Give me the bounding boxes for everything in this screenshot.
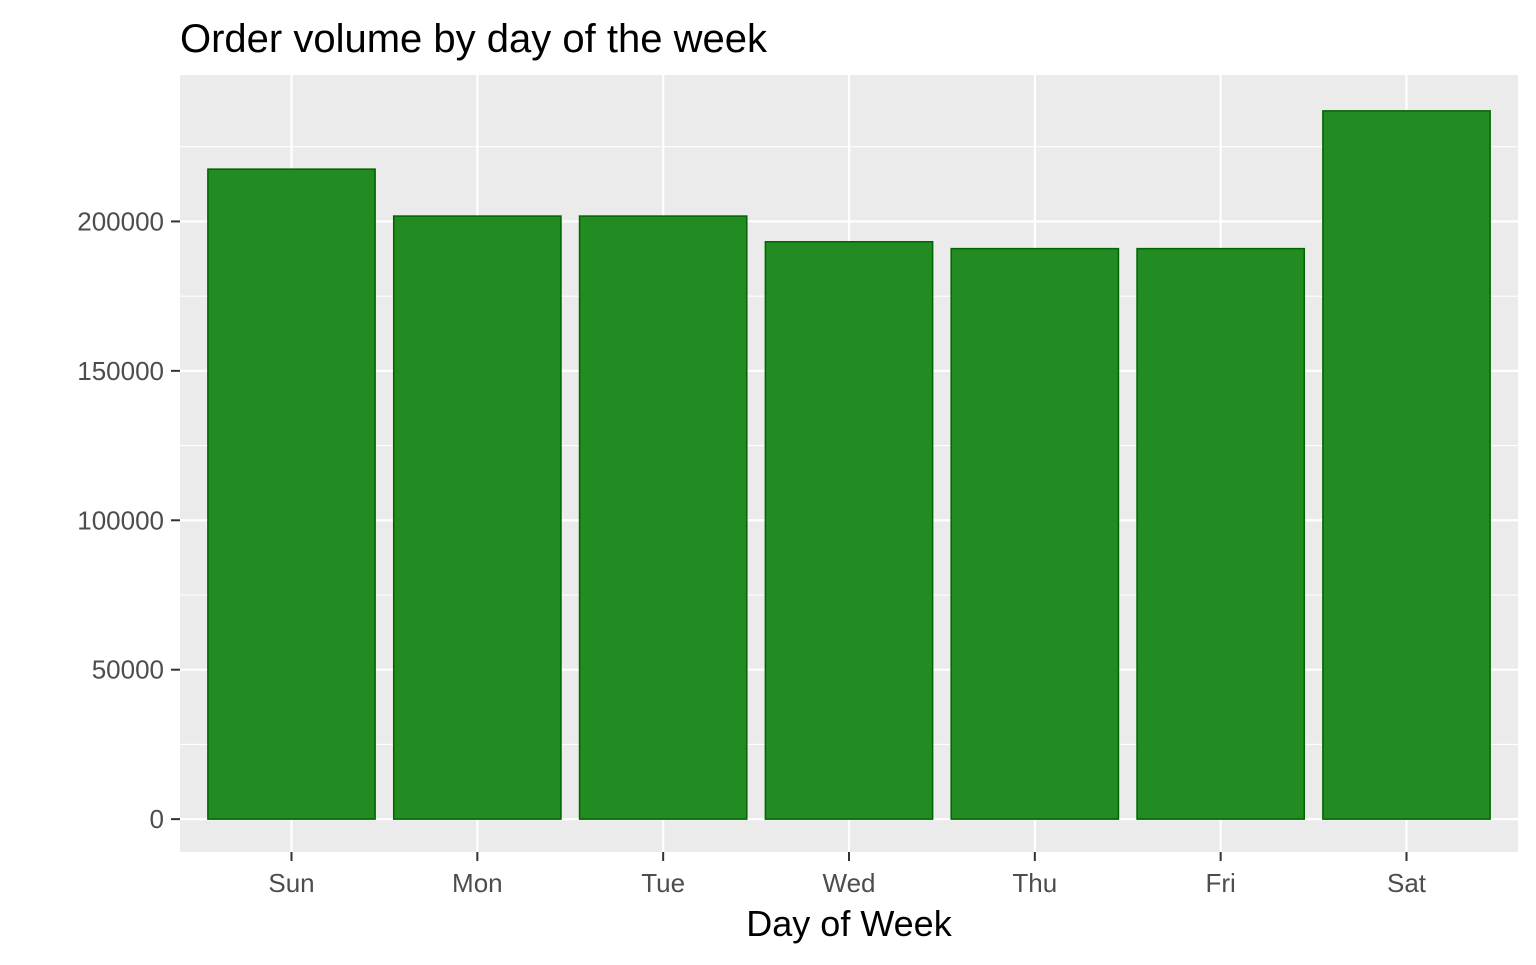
bar-mon	[392, 215, 562, 820]
bar-sat	[1322, 110, 1491, 820]
y-tick-label: 0	[150, 804, 164, 834]
x-tick-label: Tue	[641, 868, 685, 898]
y-tick-label: 200000	[77, 206, 164, 236]
bar-tue	[578, 215, 748, 820]
chart-title: Order volume by day of the week	[180, 17, 768, 61]
y-tick-label: 100000	[77, 505, 164, 535]
x-tick-label: Wed	[823, 868, 876, 898]
bar-fri	[1136, 247, 1306, 820]
bar-sun	[207, 168, 376, 820]
x-tick-label: Sun	[268, 868, 314, 898]
x-axis-title: Day of Week	[746, 903, 952, 944]
x-tick-label: Fri	[1206, 868, 1236, 898]
bars	[207, 110, 1491, 820]
axes: 0 50000 100000 150000 200000 Sun Mon Tue Wed Thu F…	[77, 206, 1427, 898]
x-tick-label: Sat	[1387, 868, 1427, 898]
x-tick-label: Thu	[1012, 868, 1057, 898]
bar-wed	[764, 241, 934, 820]
y-tick-label: 50000	[92, 655, 164, 685]
bar-thu	[950, 247, 1120, 820]
y-tick-label: 150000	[77, 356, 164, 386]
x-tick-label: Mon	[452, 868, 503, 898]
